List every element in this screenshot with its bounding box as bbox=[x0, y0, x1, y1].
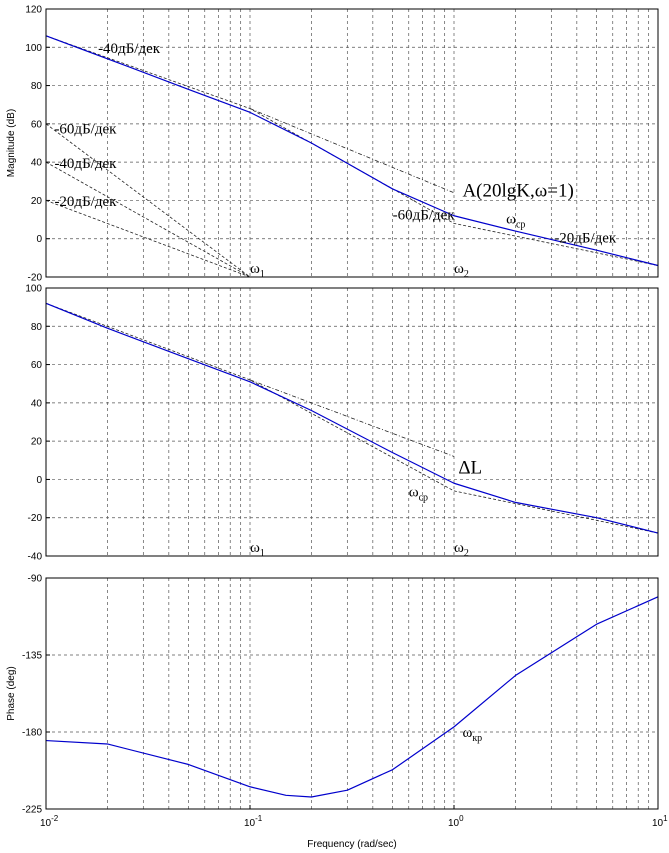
annotation-subscript: 1 bbox=[260, 548, 265, 559]
y-tick-label: 40 bbox=[31, 158, 43, 169]
plot-area bbox=[46, 9, 658, 277]
annotation-subscript: 2 bbox=[464, 269, 469, 280]
plot-area bbox=[46, 288, 658, 556]
annotation-label: -20дБ/дек bbox=[554, 231, 617, 247]
x-tick-label: 10-1 bbox=[244, 814, 263, 829]
y-tick-label: -90 bbox=[28, 574, 43, 585]
x-tick-label: 10-2 bbox=[40, 814, 59, 829]
annotation-label: -60дБ/дек bbox=[54, 121, 117, 137]
y-tick-label: 100 bbox=[25, 284, 42, 295]
plot-frame bbox=[45, 8, 659, 278]
annotation-subscript: ср bbox=[419, 493, 428, 504]
x-tick-label: 101 bbox=[652, 814, 668, 829]
x-tick-exponent: -2 bbox=[51, 814, 59, 823]
y-tick-label: 60 bbox=[31, 360, 43, 371]
series-line bbox=[45, 302, 659, 534]
asymptote-line bbox=[45, 200, 251, 278]
y-tick-label: 0 bbox=[36, 475, 42, 486]
x-tick-label: 100 bbox=[448, 814, 464, 829]
y-tick-label: 100 bbox=[25, 43, 42, 54]
y-tick-label: 0 bbox=[36, 234, 42, 245]
y-tick-label: 20 bbox=[31, 196, 43, 207]
annotation-label: -20дБ/дек bbox=[54, 194, 117, 210]
annotation-subscript: кр bbox=[472, 733, 482, 744]
plot-area bbox=[46, 578, 658, 809]
x-tick-exponent: -1 bbox=[255, 814, 263, 823]
asymptote-line bbox=[45, 161, 251, 278]
y-tick-label: -180 bbox=[22, 728, 42, 739]
series-line bbox=[45, 35, 659, 267]
asymptote-line bbox=[249, 379, 455, 457]
y-tick-label: 80 bbox=[31, 322, 43, 333]
annotation-label: -40дБ/дек bbox=[54, 156, 117, 172]
y-tick-label: -40 bbox=[28, 552, 43, 563]
y-tick-label: -135 bbox=[22, 651, 42, 662]
x-tick-exponent: 0 bbox=[459, 814, 464, 823]
annotation-subscript: 1 bbox=[260, 269, 265, 280]
annotation-label: -40дБ/дек bbox=[98, 41, 161, 57]
annotation-label: A(20lgK,ω=1) bbox=[462, 181, 573, 202]
asymptote-line bbox=[249, 108, 455, 194]
y-tick-label: 40 bbox=[31, 398, 43, 409]
y-tick-label: -225 bbox=[22, 805, 42, 816]
y-tick-label: 80 bbox=[31, 81, 43, 92]
annotation-subscript: ср bbox=[516, 219, 525, 230]
y-tick-label: 120 bbox=[25, 5, 42, 16]
y-tick-label: -20 bbox=[28, 273, 43, 284]
plot-frame bbox=[45, 577, 659, 810]
asymptote-line bbox=[45, 123, 251, 278]
plot-frame bbox=[45, 287, 659, 557]
y-tick-label: -20 bbox=[28, 513, 43, 524]
annotation-label: ΔL bbox=[458, 458, 482, 479]
annotation-subscript: 2 bbox=[464, 548, 469, 559]
y-axis-label: Magnitude (dB) bbox=[6, 109, 17, 177]
x-axis-label: Frequency (rad/sec) bbox=[307, 839, 396, 850]
annotation-label: -60дБ/дек bbox=[393, 208, 456, 224]
x-tick-exponent: 1 bbox=[663, 814, 668, 823]
y-tick-label: 20 bbox=[31, 437, 43, 448]
y-axis-label: Phase (deg) bbox=[6, 666, 17, 720]
y-tick-label: 60 bbox=[31, 119, 43, 130]
series-line bbox=[45, 596, 659, 798]
magnitude-chart-1: 120 100 80 60 40 20 0 -20 -40дБ/дек -60дБ/дек -40д… bbox=[6, 5, 659, 284]
